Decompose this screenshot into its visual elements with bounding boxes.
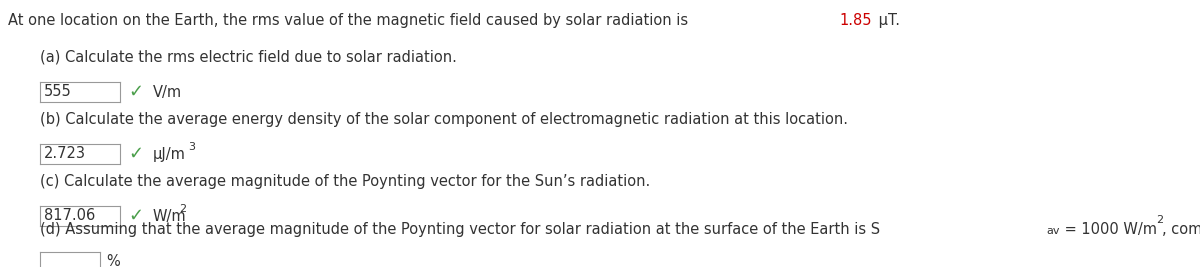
- Text: 1.85: 1.85: [839, 13, 871, 28]
- Text: V/m: V/m: [154, 84, 182, 100]
- Text: (c) Calculate the average magnitude of the Poynting vector for the Sun’s radiati: (c) Calculate the average magnitude of t…: [40, 174, 650, 189]
- Text: %: %: [106, 254, 120, 267]
- Text: = 1000 W/m: = 1000 W/m: [1060, 222, 1157, 237]
- Text: At one location on the Earth, the rms value of the magnetic field caused by sola: At one location on the Earth, the rms va…: [8, 13, 692, 28]
- Text: 2.723: 2.723: [44, 147, 86, 162]
- Text: (b) Calculate the average energy density of the solar component of electromagnet: (b) Calculate the average energy density…: [40, 112, 848, 127]
- Text: 3: 3: [188, 142, 194, 152]
- Text: , compare your result in part (c) with this value.: , compare your result in part (c) with t…: [1163, 222, 1200, 237]
- Text: 555: 555: [44, 84, 72, 100]
- Text: W/m: W/m: [154, 209, 187, 223]
- Text: ✓: ✓: [128, 145, 143, 163]
- Text: μJ/m: μJ/m: [154, 147, 186, 162]
- Text: av: av: [1046, 226, 1060, 236]
- Text: 2: 2: [179, 204, 186, 214]
- Text: μT.: μT.: [875, 13, 900, 28]
- Text: (a) Calculate the rms electric field due to solar radiation.: (a) Calculate the rms electric field due…: [40, 50, 457, 65]
- Text: (d) Assuming that the average magnitude of the Poynting vector for solar radiati: (d) Assuming that the average magnitude …: [40, 222, 880, 237]
- Text: ✓: ✓: [128, 207, 143, 225]
- Text: 2: 2: [1156, 215, 1163, 225]
- Text: ✓: ✓: [128, 83, 143, 101]
- Text: 817.06: 817.06: [44, 209, 95, 223]
